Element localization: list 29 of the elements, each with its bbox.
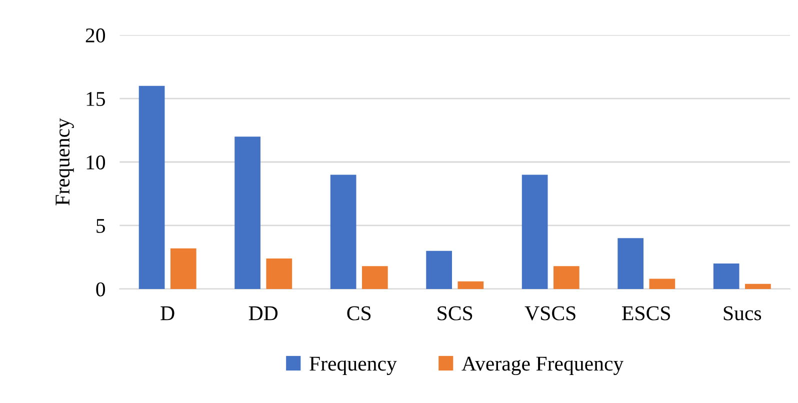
x-tick-label: CS <box>347 306 371 320</box>
bar <box>458 281 484 289</box>
x-tick-label: ESCS <box>622 306 670 320</box>
x-tick-label: DD <box>248 306 278 320</box>
legend-label: Average Frequency <box>462 356 624 376</box>
bar <box>522 174 548 289</box>
x-tick-label: Sucs <box>724 306 762 320</box>
y-tick-label: 15 <box>86 92 105 106</box>
x-tick-label: D <box>160 306 174 320</box>
bar <box>649 278 676 289</box>
legend-label: Frequency <box>310 356 397 376</box>
y-axis-title: Frequency <box>56 118 74 206</box>
bar <box>426 250 452 289</box>
y-tick-label: 0 <box>96 282 106 296</box>
y-tick-label: 10 <box>86 155 106 170</box>
y-tick-label: 5 <box>96 219 105 233</box>
bar <box>553 266 580 289</box>
bar <box>234 136 260 289</box>
y-tick-label: 20 <box>86 28 106 42</box>
bar <box>330 174 356 289</box>
bar <box>745 284 771 289</box>
bar <box>266 258 292 289</box>
bar <box>713 264 740 289</box>
x-tick-label: SCS <box>438 306 472 320</box>
bar <box>618 238 644 289</box>
bar <box>170 248 196 289</box>
bar <box>362 266 388 289</box>
bar <box>138 86 165 289</box>
x-tick-label: VSCS <box>524 306 576 320</box>
